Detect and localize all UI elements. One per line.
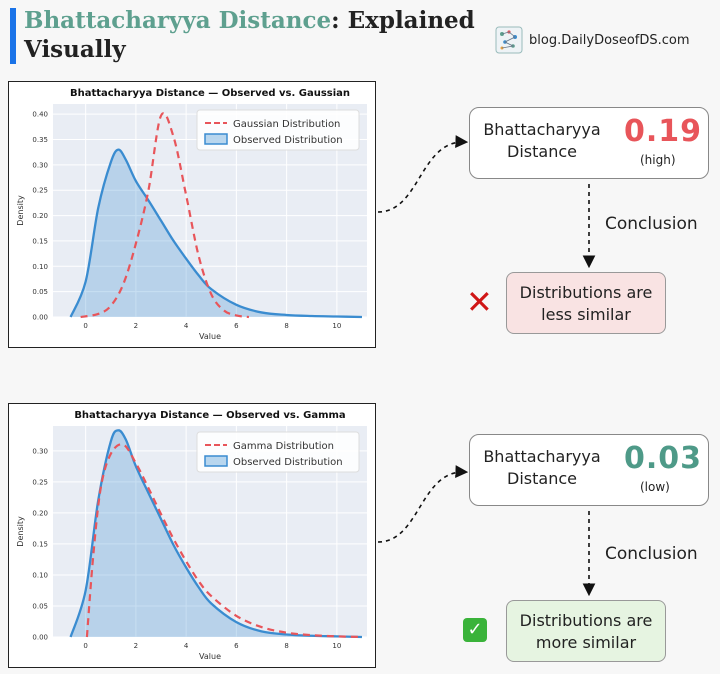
cross-icon: ✕ — [466, 283, 493, 321]
legend-swatch — [204, 133, 228, 145]
brand-logo-icon — [495, 26, 523, 54]
y-tick-label: 0.15 — [32, 540, 48, 548]
y-tick-label: 0.25 — [32, 478, 48, 486]
x-tick-label: 0 — [83, 322, 87, 330]
x-tick-label: 8 — [284, 322, 288, 330]
x-tick-label: 0 — [83, 642, 87, 650]
y-tick-label: 0.30 — [32, 447, 48, 455]
y-tick-label: 0.25 — [32, 187, 48, 195]
arrow-chart2-to-distance — [377, 465, 469, 543]
chart-title: Bhattacharyya Distance — Observed vs. Ga… — [74, 410, 345, 421]
check-icon: ✓ — [463, 618, 487, 642]
observed-area — [70, 149, 362, 317]
distance-label-line2: Distance — [507, 469, 577, 488]
y-tick-label: 0.30 — [32, 161, 48, 169]
legend-label: Observed Distribution — [233, 135, 343, 146]
title-rest-text: : Explained — [331, 7, 475, 34]
distance-label-line1: Bhattacharyya — [483, 447, 601, 466]
conclusion-box-less-similar: Distributions are less similar — [506, 272, 666, 334]
y-tick-label: 0.15 — [32, 237, 48, 245]
distance-box-gaussian: Bhattacharyya Distance 0.19 (high) — [469, 107, 709, 179]
conclusion-label: Conclusion — [605, 544, 698, 564]
brand: blog.DailyDoseofDS.com — [495, 26, 690, 54]
x-tick-label: 8 — [284, 642, 288, 650]
x-tick-label: 10 — [332, 642, 341, 650]
chart-panel-gaussian: 0 2 4 6 8 10 0.00 0.05 0.10 0.15 0.20 0.25 0.30 0.35 0… — [8, 81, 376, 348]
y-axis-label: Density — [16, 516, 25, 547]
x-tick-label: 2 — [134, 642, 138, 650]
distance-value: 0.19 — [624, 114, 703, 149]
distance-label: Bhattacharyya Distance — [482, 446, 602, 490]
title-accent-bar — [10, 8, 16, 64]
observed-area — [70, 430, 362, 637]
legend-label: Observed Distribution — [233, 457, 343, 468]
legend-box — [196, 431, 360, 473]
distance-label-line1: Bhattacharyya — [483, 120, 601, 139]
y-tick-label: 0.05 — [32, 288, 48, 296]
legend-box — [196, 109, 360, 151]
x-tick-label: 4 — [184, 642, 189, 650]
observed-line — [69, 429, 363, 639]
conclusion-line2: less similar — [541, 305, 631, 324]
observed-line — [69, 148, 362, 319]
distance-box-gamma: Bhattacharyya Distance 0.03 (low) — [469, 434, 709, 506]
x-tick-label: 10 — [332, 322, 341, 330]
conclusion-line1: Distributions are — [519, 283, 653, 302]
legend-swatch — [204, 455, 228, 467]
y-tick-label: 0.10 — [32, 263, 48, 271]
distance-value: 0.03 — [624, 441, 703, 476]
y-tick-label: 0.20 — [32, 509, 48, 517]
conclusion-line1: Distributions are — [519, 611, 653, 630]
x-axis-label: Value — [199, 332, 221, 341]
y-tick-label: 0.40 — [32, 111, 48, 119]
conclusion-label: Conclusion — [605, 214, 698, 234]
title-accent-text: Bhattacharyya Distance — [24, 7, 332, 34]
distance-note: (high) — [640, 153, 676, 167]
chart-gaussian: 0 2 4 6 8 10 0.00 0.05 0.10 0.15 0.20 0.25 0.30 0.35 0… — [16, 88, 367, 341]
y-tick-label: 0.10 — [32, 571, 48, 579]
chart-title: Bhattacharyya Distance — Observed vs. Ga… — [70, 88, 350, 99]
chart-gamma: 0 2 4 6 8 10 0.00 0.05 0.10 0.15 0.20 0.25 0.30 Bhatt… — [16, 410, 367, 661]
brand-text: blog.DailyDoseofDS.com — [529, 32, 690, 48]
conclusion-box-more-similar: Distributions are more similar — [506, 600, 666, 662]
x-tick-label: 4 — [184, 322, 189, 330]
distance-label: Bhattacharyya Distance — [482, 119, 602, 163]
y-tick-label: 0.00 — [32, 314, 48, 322]
arrow-chart1-to-distance — [377, 135, 469, 213]
distance-note: (low) — [640, 480, 670, 494]
title-line2: Visually — [24, 36, 126, 63]
legend-label: Gaussian Distribution — [233, 119, 340, 130]
conclusion-line2: more similar — [535, 633, 637, 652]
y-axis-label: Density — [16, 195, 25, 226]
x-axis-label: Value — [199, 652, 221, 661]
x-tick-label: 6 — [234, 642, 239, 650]
legend-label: Gamma Distribution — [233, 441, 334, 452]
page-title: Bhattacharyya Distance: Explained Visual… — [24, 6, 475, 64]
conclusion-text: Distributions are less similar — [507, 282, 665, 326]
y-tick-label: 0.05 — [32, 602, 48, 610]
conclusion-text: Distributions are more similar — [507, 610, 665, 654]
x-tick-label: 2 — [134, 322, 138, 330]
y-tick-label: 0.35 — [32, 136, 48, 144]
y-tick-label: 0.20 — [32, 212, 48, 220]
chart-panel-gamma: 0 2 4 6 8 10 0.00 0.05 0.10 0.15 0.20 0.25 0.30 Bhatt… — [8, 403, 376, 668]
x-tick-label: 6 — [234, 322, 239, 330]
distance-label-line2: Distance — [507, 142, 577, 161]
y-tick-label: 0.00 — [32, 634, 48, 642]
